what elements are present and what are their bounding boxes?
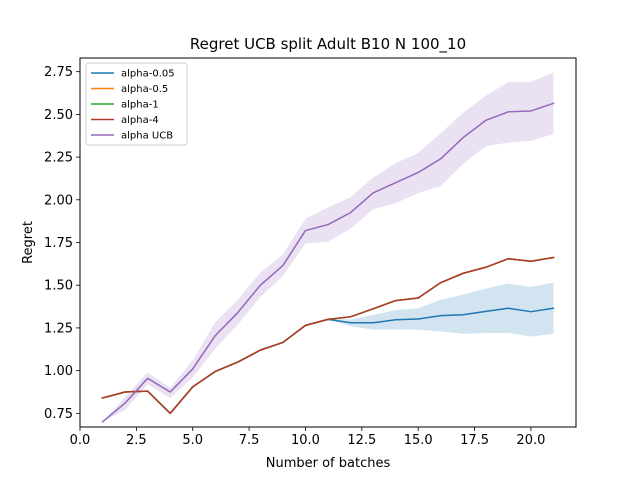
- legend-label-alpha-1: alpha-1: [121, 100, 159, 111]
- legend-label-alpha-0-5: alpha-0.5: [121, 84, 168, 95]
- legend-box: [85, 62, 188, 146]
- y-tick-label: 2.75: [44, 65, 73, 80]
- y-tick-label: 0.75: [44, 407, 73, 422]
- x-tick-label: 15.0: [404, 433, 433, 448]
- x-tick-label: 12.5: [347, 433, 376, 448]
- series-lines: [101, 102, 555, 423]
- line-alpha-4: [101, 256, 555, 415]
- x-tick-label: 10.0: [291, 433, 320, 448]
- legend-label-alpha-ucb: alpha UCB: [121, 131, 173, 142]
- x-tick-label: 2.5: [126, 433, 147, 448]
- legend-label-alpha-0-05: alpha-0.05: [121, 69, 175, 80]
- x-axis-label: Number of batches: [266, 456, 391, 471]
- line-alpha-ucb: [101, 102, 555, 423]
- y-tick-label: 1.50: [44, 279, 73, 294]
- x-tick-label: 0.0: [70, 433, 91, 448]
- y-tick-label: 2.00: [44, 193, 73, 208]
- y-tick-label: 2.50: [44, 108, 73, 123]
- legend-label-alpha-4: alpha-4: [121, 115, 159, 126]
- chart-title: Regret UCB split Adult B10 N 100_10: [190, 35, 466, 54]
- x-tick-label: 17.5: [460, 433, 489, 448]
- legend: alpha-0.05 alpha-0.5 alpha-1 alpha-4 alpha U…: [85, 62, 188, 146]
- x-axis-ticks: 0.0 2.5 5.0 7.5 10.0 12.5 15.0 17.5 20.0: [70, 427, 545, 448]
- x-tick-label: 20.0: [516, 433, 545, 448]
- x-tick-label: 5.0: [182, 433, 203, 448]
- y-tick-label: 1.00: [44, 364, 73, 379]
- y-tick-label: 1.25: [44, 321, 73, 336]
- y-axis-label: Regret: [21, 221, 36, 264]
- y-axis-ticks: 0.75 1.00 1.25 1.50 1.75 2.00 2.25 2.50 2.75: [44, 65, 80, 422]
- y-tick-label: 1.75: [44, 236, 73, 251]
- x-tick-label: 7.5: [239, 433, 260, 448]
- y-tick-label: 2.25: [44, 151, 73, 166]
